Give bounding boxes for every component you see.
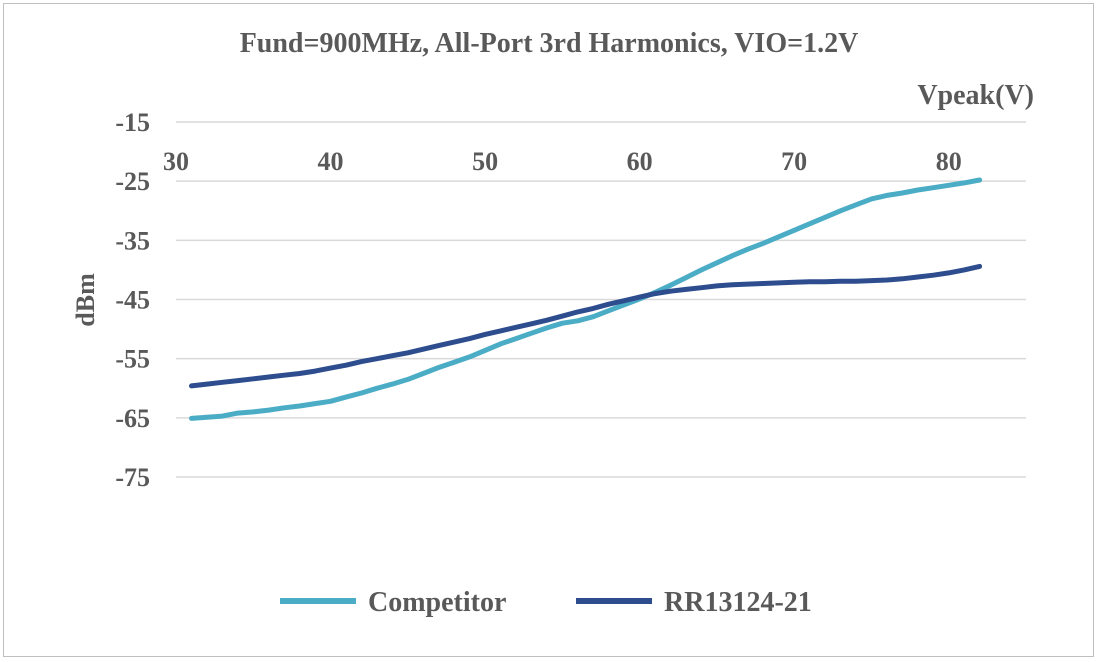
series-line-0 xyxy=(189,177,983,421)
legend: Competitor RR13124-21 xyxy=(280,587,812,618)
y-tick-label: -75 xyxy=(115,463,150,492)
y-tick-label: -25 xyxy=(115,167,150,196)
x-tick-label: 40 xyxy=(318,147,344,176)
y-tick-label: -55 xyxy=(115,345,150,374)
series-line-1 xyxy=(189,263,983,389)
chart-title: Fund=900MHz, All-Port 3rd Harmonics, VIO… xyxy=(240,28,859,59)
x-tick-label: 50 xyxy=(472,147,498,176)
legend-label-1: RR13124-21 xyxy=(664,587,812,618)
y-tick-label: -65 xyxy=(115,404,150,433)
series-lines xyxy=(189,177,983,421)
y-tick-label: -15 xyxy=(115,108,150,137)
y-tick-label: -45 xyxy=(115,286,150,315)
y-tick-label: -35 xyxy=(115,226,150,255)
legend-label-0: Competitor xyxy=(368,587,506,618)
gridlines xyxy=(176,121,1026,478)
x-tick-labels: 30 40 50 60 70 80 xyxy=(163,147,962,176)
x-tick-label: 80 xyxy=(936,147,962,176)
x-tick-label: 30 xyxy=(163,147,189,176)
y-tick-labels: -15 -25 -35 -45 -55 -65 -75 xyxy=(115,108,150,492)
y-axis-label: dBm xyxy=(71,273,100,327)
x-axis-label: Vpeak(V) xyxy=(917,80,1034,111)
x-tick-label: 70 xyxy=(781,147,807,176)
x-tick-label: 60 xyxy=(627,147,653,176)
